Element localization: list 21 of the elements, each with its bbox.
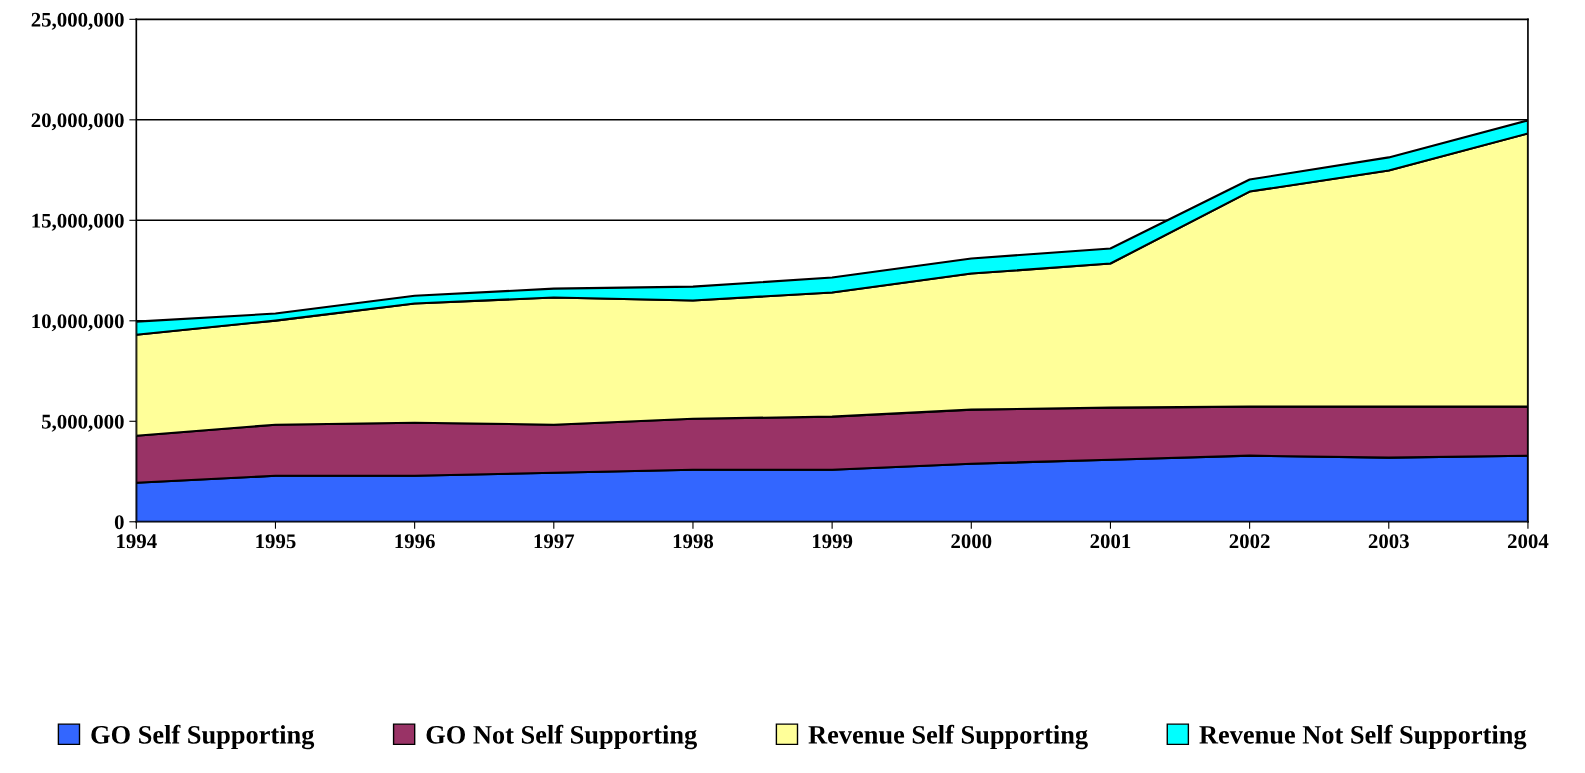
x-tick-label: 1997 [534,534,575,549]
x-tick-label: 1995 [256,534,296,549]
legend-label: Revenue Self Supporting [808,724,1088,750]
x-tick-label: 1998 [673,534,714,549]
y-tick-label: 0 [114,515,124,530]
legend-label: GO Not Self Supporting [426,724,697,750]
legend-label: Revenue Not Self Supporting [1199,724,1527,750]
x-tick-label: 2000 [951,534,992,549]
x-tick-label: 1996 [395,534,435,549]
x-tick-label: 2004 [1507,534,1549,549]
legend-label: GO Self Supporting [91,724,315,750]
y-tick-label: 5,000,000 [42,414,124,432]
x-tick-label: 1994 [117,534,157,549]
y-tick-label: 25,000,000 [31,12,124,30]
x-tick-label: 2003 [1368,534,1409,549]
x-tick-label: 2001 [1090,534,1131,549]
y-tick-label: 10,000,000 [32,314,124,332]
x-tick-label: 1999 [812,534,853,549]
x-tick-label: 2002 [1229,534,1270,549]
y-tick-label: 20,000,000 [31,113,124,131]
y-tick-label: 15,000,000 [32,213,124,231]
